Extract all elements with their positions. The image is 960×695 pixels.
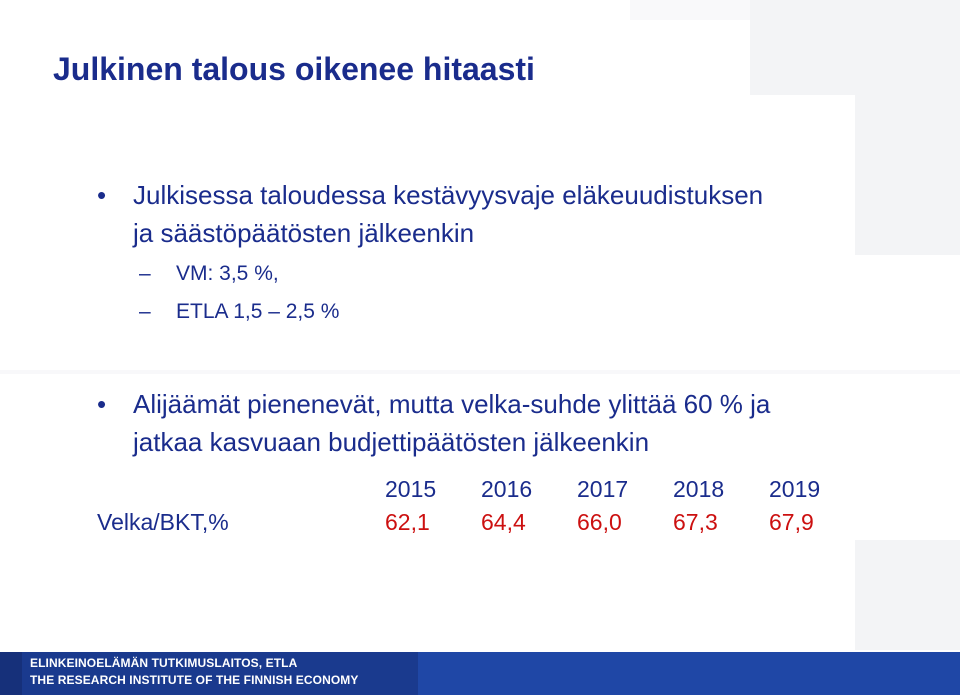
sub-bullet-marker: – [139,300,151,323]
table-value-2016: 64,4 [481,509,526,535]
bullet-marker: • [97,180,107,210]
table-year-2015: 2015 [385,476,437,502]
footer-band-right [418,652,960,695]
sub-bullet-etla: ETLA 1,5 – 2,5 % [176,300,340,323]
background-tile [855,540,960,650]
table-value-2018: 67,3 [673,509,718,535]
background-tile [750,0,960,95]
bullet-1-line-2: ja säästöpäätösten jälkeenkin [133,218,475,248]
bullet-2-line-2: jatkaa kasvuaan budjettipäätösten jälkee… [133,427,650,457]
table-year-2016: 2016 [481,476,533,502]
background-tile [630,0,750,20]
table-year-2018: 2018 [673,476,725,502]
table-value-2017: 66,0 [577,509,622,535]
footer-accent-bar [0,652,22,695]
sub-bullet-marker: – [139,262,151,285]
table-value-2019: 67,9 [769,509,814,535]
bullet-1-line-1: Julkisessa taloudessa kestävyysvaje eläk… [133,180,764,210]
footer-org-name-en: THE RESEARCH INSTITUTE OF THE FINNISH EC… [30,673,359,687]
page-title: Julkinen talous oikenee hitaasti [53,51,535,87]
table-year-2017: 2017 [577,476,629,502]
background-tile [855,95,960,255]
bullet-2-line-1: Alijäämät pienenevät, mutta velka-suhde … [133,389,771,419]
table-value-2015: 62,1 [385,509,430,535]
background-tile [0,370,960,374]
table-year-2019: 2019 [769,476,821,502]
bullet-marker: • [97,389,107,419]
table-row-label: Velka/BKT,% [97,509,229,535]
footer-org-name-fi: ELINKEINOELÄMÄN TUTKIMUSLAITOS, ETLA [30,656,298,670]
footer-band [22,652,418,695]
sub-bullet-vm: VM: 3,5 %, [176,262,279,285]
